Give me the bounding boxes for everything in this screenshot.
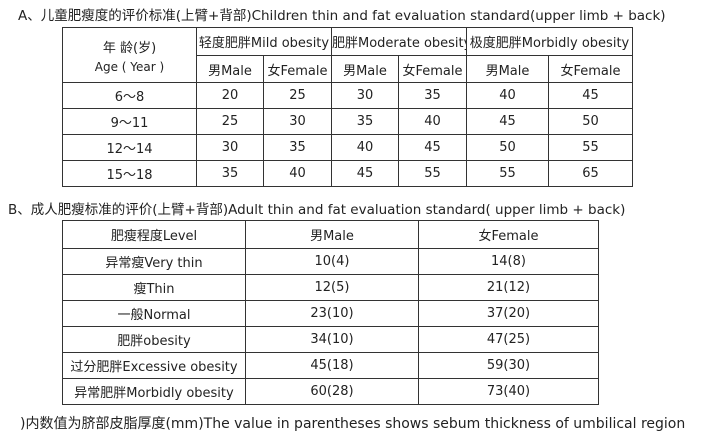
value-cell: 45 — [331, 160, 399, 187]
value-cell: 55 — [466, 160, 549, 187]
cell: 45(18) — [245, 352, 419, 379]
value-cell: 65 — [547, 160, 634, 187]
value-cell: 35 — [331, 108, 399, 135]
value-cell: 30 — [331, 82, 399, 109]
value-cell: 30 — [196, 134, 264, 161]
value-cell: 50 — [547, 108, 634, 135]
value-cell: 35 — [263, 134, 332, 161]
value-cell: 35 — [196, 160, 264, 187]
value-cell: 25 — [263, 82, 332, 109]
data-row: 异常瘦Very thin 10(4) 14(8) — [62, 248, 599, 275]
value-cell: 55 — [547, 134, 634, 161]
cell: 异常肥胖Morbidly obesity — [62, 378, 246, 405]
sex-row: 男Male 女Female 男Male 女Female 男Male 女Female — [63, 55, 634, 83]
section-a-title: A、儿童肥瘦度的评价标准(上臂+背部)Children thin and fat… — [18, 8, 666, 24]
sex-header: 男Male — [331, 55, 399, 83]
age-cell: 9～11 — [62, 108, 197, 135]
value-cell: 45 — [547, 82, 634, 109]
cell: 10(4) — [245, 248, 419, 275]
value-cell: 55 — [398, 160, 467, 187]
header-cell: 女Female — [418, 220, 599, 249]
cell: 23(10) — [245, 300, 419, 327]
cell: 异常瘦Very thin — [62, 248, 246, 275]
age-label: 年 龄(岁) — [102, 40, 157, 56]
cell: 肥胖obesity — [62, 326, 246, 353]
data-row: 异常肥胖Morbidly obesity 60(28) 73(40) — [62, 378, 599, 405]
group-header: 肥胖Moderate obesity — [331, 27, 467, 56]
header-row: 肥瘦程度Level 男Male 女Female — [62, 220, 599, 249]
adult-table: 肥瘦程度Level 男Male 女Female 异常瘦Very thin 10(4) 14… — [62, 220, 599, 405]
sex-header: 男Male — [466, 55, 549, 83]
cell: 60(28) — [245, 378, 419, 405]
age-cell: 6～8 — [62, 82, 197, 109]
data-row: 肥胖obesity 34(10) 47(25) — [62, 326, 599, 353]
age-cell: 15～18 — [62, 160, 197, 187]
value-cell: 45 — [466, 108, 549, 135]
value-cell: 40 — [263, 160, 332, 187]
value-cell: 20 — [196, 82, 264, 109]
cell: 过分肥胖Excessive obesity — [62, 352, 246, 379]
value-cell: 40 — [466, 82, 549, 109]
cell: 14(8) — [418, 248, 599, 275]
data-row: 瘦Thin 12(5) 21(12) — [62, 274, 599, 301]
data-row: 12～14 30 35 40 45 50 55 — [62, 134, 634, 161]
sex-header: 女Female — [263, 55, 332, 83]
cell: 73(40) — [418, 378, 599, 405]
value-cell: 40 — [398, 108, 467, 135]
value-cell: 35 — [398, 82, 467, 109]
sex-header: 男Male — [196, 55, 264, 83]
cell: 21(12) — [418, 274, 599, 301]
cell: 59(30) — [418, 352, 599, 379]
header-row: 年 龄(岁) Age ( Year ) 轻度肥胖Mild obesity 肥胖Mode… — [62, 27, 634, 83]
header-cell: 肥瘦程度Level — [62, 220, 246, 249]
value-cell: 45 — [398, 134, 467, 161]
cell: 一般Normal — [62, 300, 246, 327]
data-row: 一般Normal 23(10) 37(20) — [62, 300, 599, 327]
age-label-en: Age ( Year ) — [94, 59, 165, 74]
value-cell: 30 — [263, 108, 332, 135]
section-b-title: B、成人肥瘦标准的评价(上臂+背部)Adult thin and fat eva… — [8, 202, 626, 218]
value-cell: 25 — [196, 108, 264, 135]
cell: 瘦Thin — [62, 274, 246, 301]
sex-header: 女Female — [547, 55, 634, 83]
group-header: 轻度肥胖Mild obesity — [196, 27, 332, 56]
header-cell: 男Male — [245, 220, 419, 249]
data-row: 15～18 35 40 45 55 55 65 — [62, 160, 634, 187]
cell: 37(20) — [418, 300, 599, 327]
data-row: 过分肥胖Excessive obesity 45(18) 59(30) — [62, 352, 599, 379]
age-header: 年 龄(岁) Age ( Year ) — [62, 27, 197, 83]
cell: 34(10) — [245, 326, 419, 353]
child-table: 年 龄(岁) Age ( Year ) 轻度肥胖Mild obesity 肥胖Mode… — [62, 27, 634, 187]
value-cell: 50 — [466, 134, 549, 161]
cell: 47(25) — [418, 326, 599, 353]
footer-note: )内数值为脐部皮脂厚度(mm)The value in parentheses … — [20, 416, 686, 432]
value-cell: 40 — [331, 134, 399, 161]
data-row: 6～8 20 25 30 35 40 45 — [62, 82, 634, 109]
cell: 12(5) — [245, 274, 419, 301]
group-header: 极度肥胖Morbidly obesity — [465, 27, 634, 56]
age-cell: 12～14 — [62, 134, 197, 161]
data-row: 9～11 25 30 35 40 45 50 — [62, 108, 634, 135]
sex-header: 女Female — [398, 55, 467, 83]
